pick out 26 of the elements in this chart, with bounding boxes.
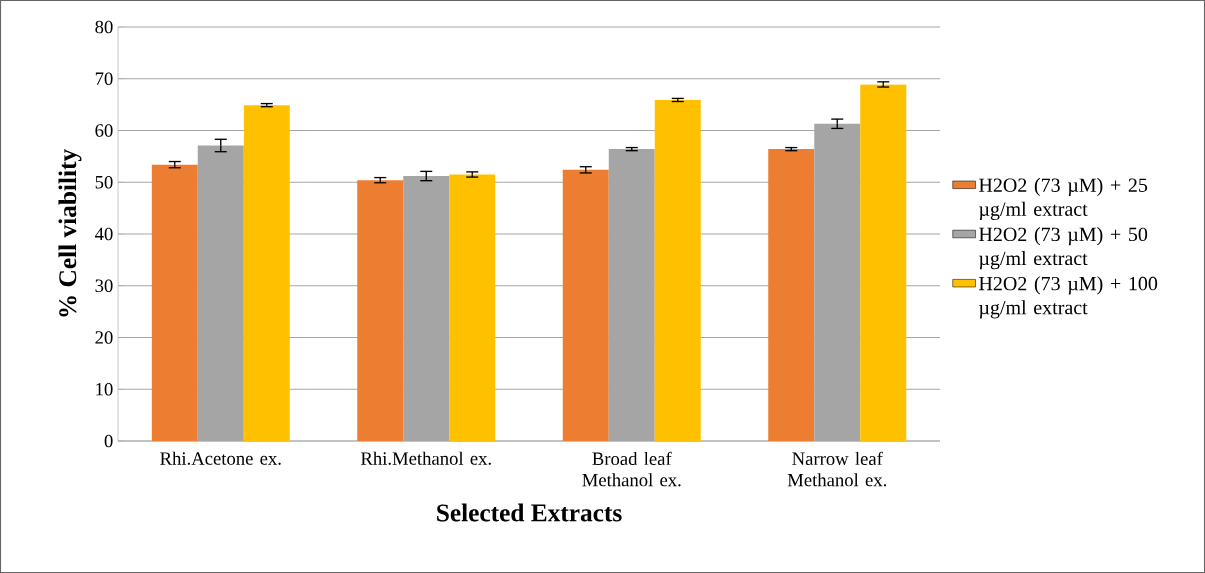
- bar: [357, 180, 404, 441]
- bar: [654, 99, 701, 441]
- x-tick-label: Rhi.Methanol ex.: [360, 451, 491, 465]
- bar: [562, 169, 609, 441]
- y-tick-label: 10: [96, 382, 113, 396]
- y-tick-label: 0: [104, 434, 113, 448]
- x-tick-label: Broad leaf Methanol ex.: [582, 451, 681, 487]
- bar: [449, 174, 496, 441]
- x-tick-label: Narrow leaf Methanol ex.: [787, 451, 887, 487]
- y-tick-label: 30: [95, 279, 113, 293]
- x-tick-label: Rhi.Acetone ex.: [160, 451, 281, 465]
- legend-label: H2O2 (73 µM) + 100 µg/ml extract: [979, 276, 1158, 319]
- y-tick-label: 70: [95, 72, 113, 86]
- y-axis-title: % Cell viability: [58, 149, 82, 317]
- y-tick-label: 20: [95, 331, 113, 344]
- bar: [768, 149, 815, 441]
- y-tick-label: 50: [95, 175, 113, 189]
- y-tick-label: 60: [95, 124, 113, 137]
- legend-label: H2O2 (73 µM) + 50 µg/ml extract: [979, 227, 1148, 270]
- bar: [151, 164, 198, 441]
- y-tick-label: 80: [95, 20, 113, 34]
- y-tick-label: 40: [94, 227, 113, 241]
- x-axis-title: Selected Extracts: [437, 503, 622, 522]
- bar: [243, 105, 290, 441]
- bar: [860, 84, 907, 441]
- legend-label: H2O2 (73 µM) + 25 µg/ml extract: [979, 177, 1148, 221]
